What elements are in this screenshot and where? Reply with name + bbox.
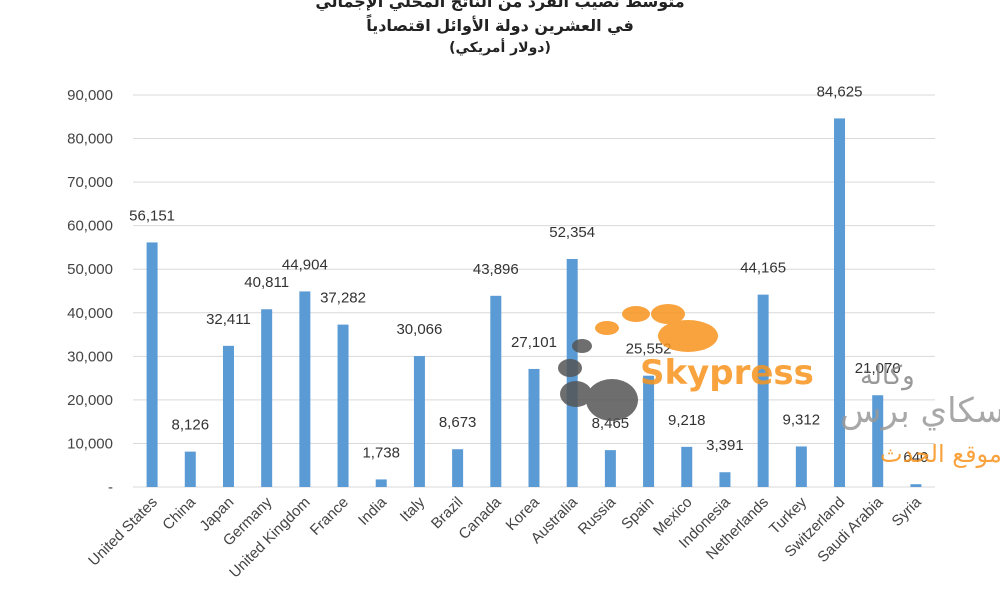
data-label: 640 <box>903 449 928 466</box>
category-label: Syria <box>889 493 926 530</box>
watermark-brand: Skypress <box>640 353 814 393</box>
bar-canada <box>490 295 502 487</box>
bar-turkey <box>795 446 807 487</box>
y-tick-label: 90,000 <box>67 87 113 104</box>
category-label: India <box>355 493 390 528</box>
category-label: Italy <box>397 493 429 525</box>
data-label: 25,552 <box>626 341 672 358</box>
data-label: 3,391 <box>706 437 744 454</box>
data-label: 27,101 <box>511 334 557 351</box>
chart-title-line-3: (دولار أمريكي) <box>449 40 551 56</box>
bar-brazil <box>452 449 464 487</box>
data-label: 32,411 <box>206 311 251 328</box>
bar-united-states <box>146 242 158 487</box>
data-label: 44,165 <box>740 260 786 277</box>
data-label: 30,066 <box>396 321 442 338</box>
y-tick-label: 80,000 <box>67 131 113 148</box>
bar-mexico <box>681 446 693 487</box>
chart-title-line-2: في العشرين دولة الأوائل اقتصادياً <box>366 16 634 35</box>
bar-japan <box>222 345 234 487</box>
category-label: United States <box>85 494 161 570</box>
bar-syria <box>910 484 922 487</box>
bar-indonesia <box>719 472 731 487</box>
data-label: 8,126 <box>172 417 210 434</box>
bar-russia <box>604 450 616 487</box>
bar-switzerland <box>834 118 846 488</box>
data-label: 1,738 <box>362 444 400 461</box>
y-tick-label: 10,000 <box>67 435 113 452</box>
data-label: 37,282 <box>320 290 366 307</box>
watermark-dot-5 <box>572 339 592 353</box>
data-label: 43,896 <box>473 261 519 278</box>
watermark-dot-1 <box>595 321 619 335</box>
bar-netherlands <box>757 294 769 487</box>
watermark-arabic-name: سكاي برس <box>840 391 1000 431</box>
data-label: 84,625 <box>817 83 863 100</box>
category-label: France <box>307 494 352 539</box>
skypress-watermark: Skypress وكالة سكاي برس من موقع الحدث <box>558 304 1000 468</box>
bar-united-kingdom <box>299 291 311 487</box>
bar-germany <box>261 309 273 487</box>
data-label: 44,904 <box>282 256 328 273</box>
watermark-dot-8 <box>586 379 638 421</box>
data-label: 8,673 <box>439 414 477 431</box>
watermark-dot-3 <box>651 304 685 324</box>
category-label: China <box>159 493 199 533</box>
category-label: Canada <box>455 493 505 543</box>
y-tick-label: 50,000 <box>67 261 113 278</box>
watermark-dot-7 <box>560 381 592 407</box>
data-label: 56,151 <box>129 207 175 224</box>
bar-spain <box>643 375 655 487</box>
watermark-dot-2 <box>622 306 650 322</box>
bar-saudi-arabia <box>872 395 884 487</box>
y-tick-label: 20,000 <box>67 392 113 409</box>
data-label: 52,354 <box>549 224 595 241</box>
data-label: 9,312 <box>783 411 821 428</box>
watermark-arabic-tagline: من موقع الحدث <box>880 440 1000 468</box>
category-label: Russia <box>575 493 620 538</box>
y-axis-ticks: - 10,000 20,000 30,000 40,000 50,000 60,000 70,… <box>67 87 113 496</box>
bar-india <box>375 479 387 487</box>
data-label: 21,070 <box>855 360 901 377</box>
y-tick-label: 30,000 <box>67 348 113 365</box>
watermark-dot-4 <box>658 320 718 352</box>
data-label: 9,218 <box>668 412 706 429</box>
watermark-dot-6 <box>558 359 582 377</box>
bar-china <box>184 451 196 487</box>
y-tick-label: 60,000 <box>67 218 113 235</box>
watermark-arabic-top: وكالة <box>860 361 915 391</box>
y-tick-label: - <box>108 479 113 496</box>
bar-italy <box>413 356 425 487</box>
y-tick-label: 70,000 <box>67 174 113 191</box>
bar-korea <box>528 368 540 487</box>
chart-title-line-1: متوسط نصيب الفرد من الناتج المحلي الإجما… <box>315 0 685 11</box>
y-tick-label: 40,000 <box>67 305 113 322</box>
data-label: 40,811 <box>244 274 289 291</box>
bar-france <box>337 324 349 487</box>
bars <box>146 118 922 488</box>
